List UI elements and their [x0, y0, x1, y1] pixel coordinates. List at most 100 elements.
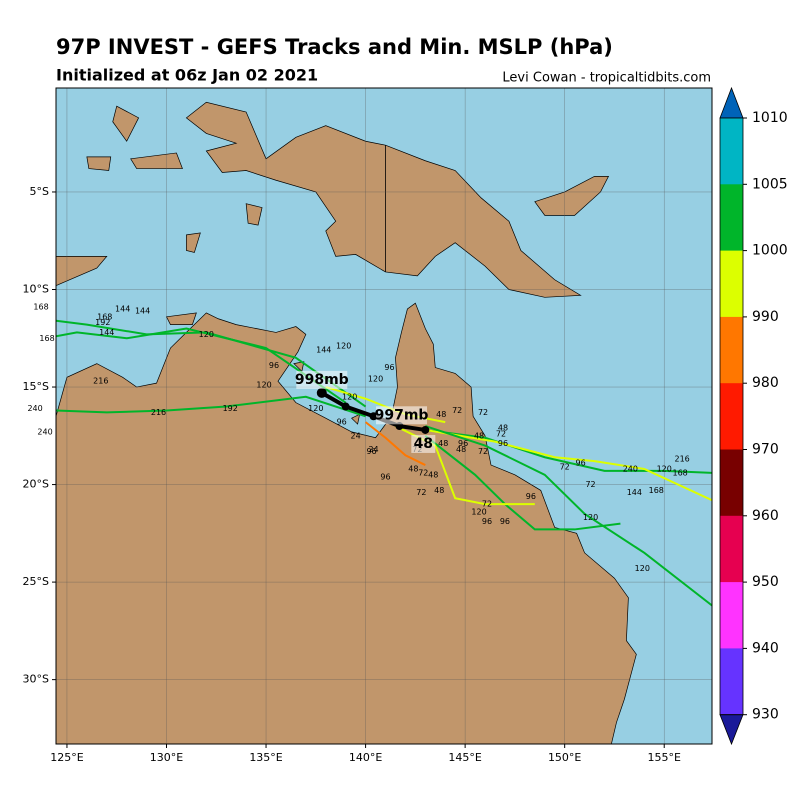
hour-label: 120	[471, 507, 486, 516]
hour-label: 96	[366, 447, 376, 456]
hour-label: 120	[342, 392, 357, 401]
hour-label: 144	[115, 305, 130, 314]
hour-label: 168	[33, 303, 48, 312]
colorbar-segment	[720, 648, 743, 716]
title: 97P INVEST - GEFS Tracks and Min. MSLP (…	[56, 35, 613, 59]
colorbar-segment	[720, 118, 743, 185]
hour-label: 72	[418, 468, 428, 477]
ensemble-track	[425, 428, 712, 502]
hour-label: 240	[623, 464, 638, 473]
colorbar-label: 940	[752, 640, 779, 656]
colorbar-label: 1000	[752, 243, 788, 259]
land	[56, 101, 637, 744]
ensemble-track	[56, 319, 367, 408]
annotation: 998mb	[295, 372, 349, 388]
hour-label: 48	[436, 410, 446, 419]
colorbar-segment	[720, 582, 743, 649]
hour-label: 48	[434, 486, 444, 495]
hour-label: 96	[384, 363, 394, 372]
hour-label: 48	[438, 439, 448, 448]
hour-label: 96	[500, 517, 510, 526]
hour-label: 144	[627, 488, 642, 497]
y-tick-label: 15°S	[23, 380, 49, 393]
axes: 125°E 130°E 135°E 140°E 145°E 150°E 155°E 5°S 10…	[23, 185, 681, 764]
hour-label: 96	[526, 492, 536, 501]
mean-track-point	[341, 402, 350, 411]
hour-label: 120	[368, 375, 383, 384]
hour-label: 96	[498, 439, 508, 448]
hour-label: 120	[199, 330, 214, 339]
hour-label: 144	[316, 345, 331, 354]
hour-label: 72	[560, 463, 570, 472]
x-tick-label: 130°E	[150, 751, 183, 764]
hour-label: 120	[256, 381, 271, 390]
hour-label: 48	[474, 431, 484, 440]
hour-label: 72	[496, 429, 506, 438]
y-tick-label: 5°S	[30, 185, 49, 198]
hour-label: 144	[135, 306, 150, 315]
x-tick-label: 140°E	[349, 751, 382, 764]
colorbar-segment	[720, 250, 743, 318]
hour-label: 96	[576, 459, 586, 468]
hour-label: 192	[95, 318, 110, 327]
hour-label: 240	[27, 404, 42, 413]
landmass	[56, 302, 637, 744]
colorbar-segment	[720, 449, 743, 517]
hour-label: 72	[585, 480, 595, 489]
y-tick-label: 20°S	[23, 478, 49, 491]
landmass	[186, 232, 201, 253]
x-tick-label: 135°E	[249, 751, 282, 764]
y-tick-label: 25°S	[23, 575, 49, 588]
hour-label: 72	[478, 408, 488, 417]
credit: Levi Cowan - tropicaltidbits.com	[502, 71, 711, 86]
hour-label: 72	[416, 488, 426, 497]
map-frame	[55, 87, 713, 745]
hour-label: 168	[649, 486, 664, 495]
colorbar-label: 960	[752, 508, 779, 524]
x-tick-label: 155°E	[647, 751, 680, 764]
colorbar-label: 1010	[752, 110, 788, 126]
x-tick-label: 150°E	[548, 751, 581, 764]
hour-label: 120	[635, 564, 650, 573]
landmass	[185, 101, 582, 298]
colorbar-segment	[720, 515, 743, 583]
hour-label: 96	[380, 472, 390, 481]
hour-label: 96	[482, 517, 492, 526]
colorbar-label: 930	[752, 707, 779, 723]
colorbar-segment	[720, 184, 743, 252]
hour-label: 216	[674, 455, 689, 464]
hour-label: 192	[223, 404, 238, 413]
hour-label: 120	[583, 513, 598, 522]
hour-label: 168	[97, 312, 112, 321]
colorbar-segment	[720, 383, 743, 450]
colorbar-label: 950	[752, 574, 779, 590]
colorbar-segment	[720, 316, 743, 384]
colorbar-label: 980	[752, 375, 779, 391]
annotation-box	[376, 406, 428, 425]
colorbar-label: 970	[752, 442, 779, 458]
colorbar-extend	[719, 714, 744, 746]
hour-label: 216	[151, 408, 166, 417]
annotation: 997mb	[375, 407, 429, 423]
landmass	[245, 203, 263, 226]
hour-label: 24	[368, 445, 378, 454]
ensemble-track	[425, 425, 712, 607]
hour-label: 240	[37, 427, 52, 436]
hour-label: 24	[351, 431, 361, 440]
landmass	[534, 176, 610, 216]
ensemble-track	[424, 435, 621, 531]
hour-label: 168	[39, 334, 54, 343]
ensemble-track	[364, 421, 426, 466]
mean-track-point	[316, 387, 327, 398]
tracks	[56, 319, 712, 607]
landmass	[165, 312, 197, 325]
hour-label: 48	[408, 464, 418, 473]
colorbar-label: 1005	[752, 176, 788, 192]
landmass	[86, 156, 112, 171]
hour-label: 120	[308, 404, 323, 413]
y-tick-label: 10°S	[23, 283, 49, 296]
landmass	[130, 152, 183, 169]
hour-label: 96	[458, 439, 468, 448]
